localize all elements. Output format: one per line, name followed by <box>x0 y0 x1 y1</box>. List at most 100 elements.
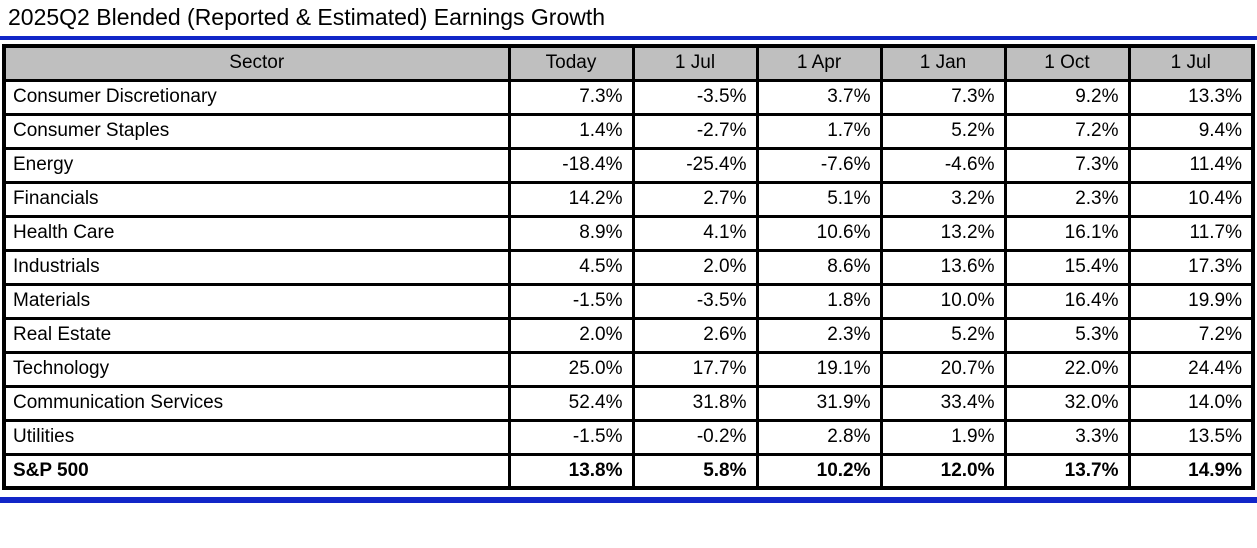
header-cell-sector: Sector <box>2 44 511 82</box>
value-cell: 1.4% <box>507 112 635 150</box>
table-row: S&P 500 13.8% 5.8% 10.2% 12.0% 13.7% 14.9% <box>2 452 1255 490</box>
sector-cell: Utilities <box>2 418 511 456</box>
value-cell: -4.6% <box>879 146 1007 184</box>
value-cell: 13.6% <box>879 248 1007 286</box>
value-cell: 2.0% <box>507 316 635 354</box>
value-cell: 32.0% <box>1003 384 1131 422</box>
value-cell: 1.9% <box>879 418 1007 456</box>
value-cell: 22.0% <box>1003 350 1131 388</box>
value-cell: 17.3% <box>1127 248 1255 286</box>
sector-cell: Consumer Discretionary <box>2 78 511 116</box>
value-cell: 20.7% <box>879 350 1007 388</box>
value-cell: 4.1% <box>631 214 759 252</box>
header-cell-date: 1 Apr <box>755 44 883 82</box>
value-cell: 11.7% <box>1127 214 1255 252</box>
value-cell: -1.5% <box>507 418 635 456</box>
value-cell: 2.6% <box>631 316 759 354</box>
value-cell: 15.4% <box>1003 248 1131 286</box>
table-row: Real Estate 2.0% 2.6% 2.3% 5.2% 5.3% 7.2% <box>2 316 1255 354</box>
value-cell: 3.2% <box>879 180 1007 218</box>
sector-cell: Materials <box>2 282 511 320</box>
value-cell: 5.2% <box>879 112 1007 150</box>
header-cell-date: 1 Jul <box>1127 44 1255 82</box>
table-row: Health Care 8.9% 4.1% 10.6% 13.2% 16.1% 11.7% <box>2 214 1255 252</box>
value-cell: 19.9% <box>1127 282 1255 320</box>
value-cell: -25.4% <box>631 146 759 184</box>
header-cell-date: 1 Jul <box>631 44 759 82</box>
value-cell: 24.4% <box>1127 350 1255 388</box>
value-cell: 10.6% <box>755 214 883 252</box>
value-cell: 10.0% <box>879 282 1007 320</box>
value-cell: 7.2% <box>1003 112 1131 150</box>
header-cell-date: Today <box>507 44 635 82</box>
value-cell: -1.5% <box>507 282 635 320</box>
value-cell: 2.0% <box>631 248 759 286</box>
table-row: Financials 14.2% 2.7% 5.1% 3.2% 2.3% 10.4% <box>2 180 1255 218</box>
value-cell: 9.4% <box>1127 112 1255 150</box>
value-cell: 31.8% <box>631 384 759 422</box>
value-cell: 3.3% <box>1003 418 1131 456</box>
table-row: Materials -1.5% -3.5% 1.8% 10.0% 16.4% 19.9% <box>2 282 1255 320</box>
value-cell: 7.3% <box>507 78 635 116</box>
sector-cell: Communication Services <box>2 384 511 422</box>
table-header-row: Sector Today 1 Jul 1 Apr 1 Jan 1 Oct 1 Jul <box>2 44 1255 82</box>
value-cell: 13.7% <box>1003 452 1131 490</box>
value-cell: 19.1% <box>755 350 883 388</box>
value-cell: 2.7% <box>631 180 759 218</box>
header-cell-date: 1 Jan <box>879 44 1007 82</box>
value-cell: 17.7% <box>631 350 759 388</box>
table-row: Consumer Staples 1.4% -2.7% 1.7% 5.2% 7.2% 9.4… <box>2 112 1255 150</box>
value-cell: 31.9% <box>755 384 883 422</box>
value-cell: 5.3% <box>1003 316 1131 354</box>
header-cell-date: 1 Oct <box>1003 44 1131 82</box>
value-cell: -3.5% <box>631 282 759 320</box>
value-cell: 14.9% <box>1127 452 1255 490</box>
value-cell: 10.4% <box>1127 180 1255 218</box>
value-cell: 16.1% <box>1003 214 1131 252</box>
bottom-rule <box>0 497 1257 503</box>
value-cell: 3.7% <box>755 78 883 116</box>
sector-cell: Financials <box>2 180 511 218</box>
sector-cell: S&P 500 <box>2 452 511 490</box>
sector-cell: Technology <box>2 350 511 388</box>
value-cell: 2.3% <box>1003 180 1131 218</box>
value-cell: -2.7% <box>631 112 759 150</box>
value-cell: 14.0% <box>1127 384 1255 422</box>
value-cell: 13.3% <box>1127 78 1255 116</box>
value-cell: 8.6% <box>755 248 883 286</box>
title-rule <box>0 36 1257 40</box>
value-cell: -0.2% <box>631 418 759 456</box>
value-cell: 11.4% <box>1127 146 1255 184</box>
page-title: 2025Q2 Blended (Reported & Estimated) Ea… <box>8 4 606 30</box>
value-cell: -18.4% <box>507 146 635 184</box>
table-row: Utilities -1.5% -0.2% 2.8% 1.9% 3.3% 13.5% <box>2 418 1255 456</box>
value-cell: 13.2% <box>879 214 1007 252</box>
value-cell: 4.5% <box>507 248 635 286</box>
value-cell: 33.4% <box>879 384 1007 422</box>
value-cell: 1.8% <box>755 282 883 320</box>
value-cell: 25.0% <box>507 350 635 388</box>
value-cell: 8.9% <box>507 214 635 252</box>
value-cell: 16.4% <box>1003 282 1131 320</box>
value-cell: -7.6% <box>755 146 883 184</box>
sector-cell: Real Estate <box>2 316 511 354</box>
value-cell: 5.8% <box>631 452 759 490</box>
value-cell: 5.2% <box>879 316 1007 354</box>
value-cell: -3.5% <box>631 78 759 116</box>
value-cell: 12.0% <box>879 452 1007 490</box>
value-cell: 2.8% <box>755 418 883 456</box>
sector-cell: Energy <box>2 146 511 184</box>
value-cell: 1.7% <box>755 112 883 150</box>
earnings-growth-table-wrap: Sector Today 1 Jul 1 Apr 1 Jan 1 Oct 1 Jul Con… <box>2 44 1255 490</box>
value-cell: 7.2% <box>1127 316 1255 354</box>
value-cell: 13.8% <box>507 452 635 490</box>
sector-cell: Consumer Staples <box>2 112 511 150</box>
sector-cell: Industrials <box>2 248 511 286</box>
value-cell: 52.4% <box>507 384 635 422</box>
sector-cell: Health Care <box>2 214 511 252</box>
earnings-growth-table: Sector Today 1 Jul 1 Apr 1 Jan 1 Oct 1 Jul Con… <box>2 44 1255 490</box>
table-row: Consumer Discretionary 7.3% -3.5% 3.7% 7.3% 9… <box>2 78 1255 116</box>
value-cell: 13.5% <box>1127 418 1255 456</box>
table-row: Communication Services 52.4% 31.8% 31.9% 33.… <box>2 384 1255 422</box>
value-cell: 10.2% <box>755 452 883 490</box>
